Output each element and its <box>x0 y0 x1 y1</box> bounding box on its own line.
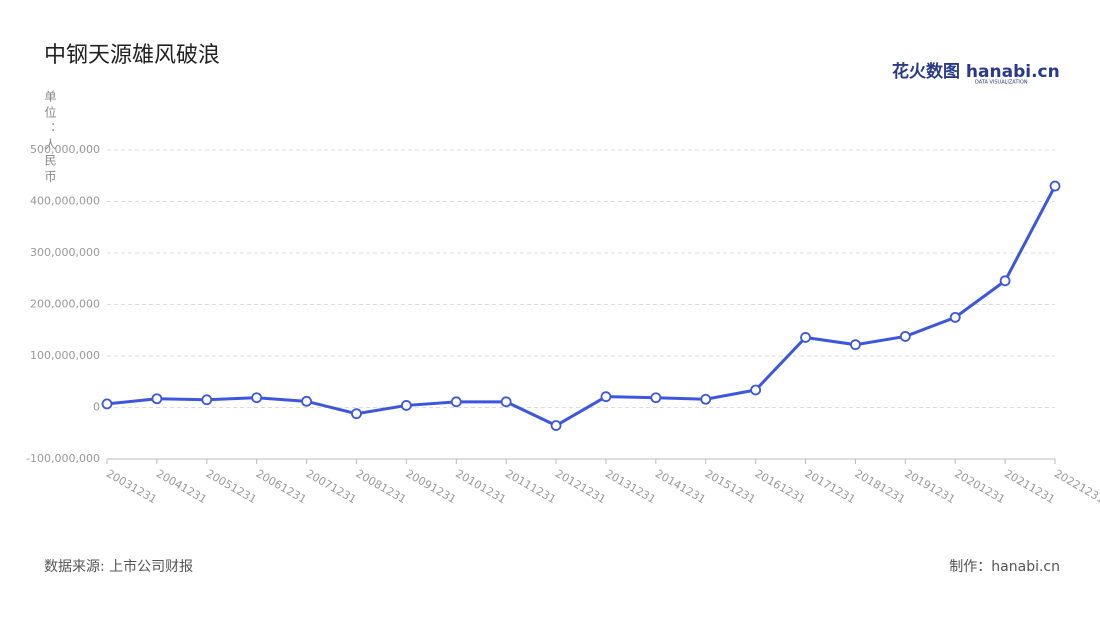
point <box>550 420 562 431</box>
x-tick-label: 20201231 <box>952 467 1007 506</box>
x-tick-label: 20131231 <box>603 467 658 506</box>
x-tick-label: 20041231 <box>154 467 209 506</box>
x-tick-label: 20101231 <box>453 467 508 506</box>
x-tick-label: 20211231 <box>1002 467 1057 506</box>
point <box>850 339 861 351</box>
point <box>700 393 712 405</box>
line <box>106 185 1057 428</box>
point <box>301 395 312 407</box>
y-tick-label: 0 <box>93 401 100 414</box>
x-tick-label: 20181231 <box>852 467 907 506</box>
y-tick-label: 400,000,000 <box>30 195 100 208</box>
credit: 制作：hanabi.cn <box>949 559 1060 575</box>
x-tick-label: 20121231 <box>553 467 608 506</box>
point <box>1049 180 1061 192</box>
x-tick-label: 20031231 <box>104 467 159 506</box>
x-tick-label: 20081231 <box>353 467 408 506</box>
point <box>750 384 762 396</box>
point <box>151 393 163 405</box>
point <box>351 408 362 420</box>
point <box>500 396 512 408</box>
y-tick-label: 100,000,000 <box>30 349 100 362</box>
chart-title: 中钢天源雄风破浪 <box>44 43 220 68</box>
y-tick-label: 500,000,000 <box>30 143 100 156</box>
point <box>899 331 911 342</box>
x-tick-label: 20191231 <box>902 467 957 506</box>
point <box>251 392 263 404</box>
x-tick-label: 20091231 <box>403 467 458 506</box>
point <box>101 398 113 410</box>
x-tick-label: 20111231 <box>503 467 558 506</box>
x-tick-label: 20061231 <box>254 467 309 506</box>
x-tick-label: 20161231 <box>753 467 808 506</box>
point <box>400 400 412 411</box>
point <box>650 392 662 404</box>
y-axis-label: 单位：人民币 <box>43 90 57 186</box>
x-tick-label: 20221231 <box>1052 467 1100 506</box>
point <box>201 394 213 406</box>
logo-sub: DATA VISUALIZATION <box>975 80 1028 86</box>
point <box>600 391 612 403</box>
x-tick-label: 20141231 <box>653 467 708 506</box>
source: 数据来源: 上市公司财报 <box>44 558 193 575</box>
y-tick-label: 200,000,000 <box>30 298 100 311</box>
y-tick-label: -100,000,000 <box>26 452 100 465</box>
x-tick-label: 20151231 <box>703 467 758 506</box>
point <box>800 332 811 343</box>
point <box>999 275 1011 287</box>
x-tick-label: 20071231 <box>304 467 359 506</box>
point <box>949 311 961 323</box>
logo: 花火数图 hanabi.cn <box>892 61 1060 82</box>
x-tick-label: 20051231 <box>204 467 259 506</box>
point <box>450 396 462 408</box>
y-tick-label: 300,000,000 <box>30 246 100 259</box>
x-tick-label: 20171231 <box>803 467 858 506</box>
